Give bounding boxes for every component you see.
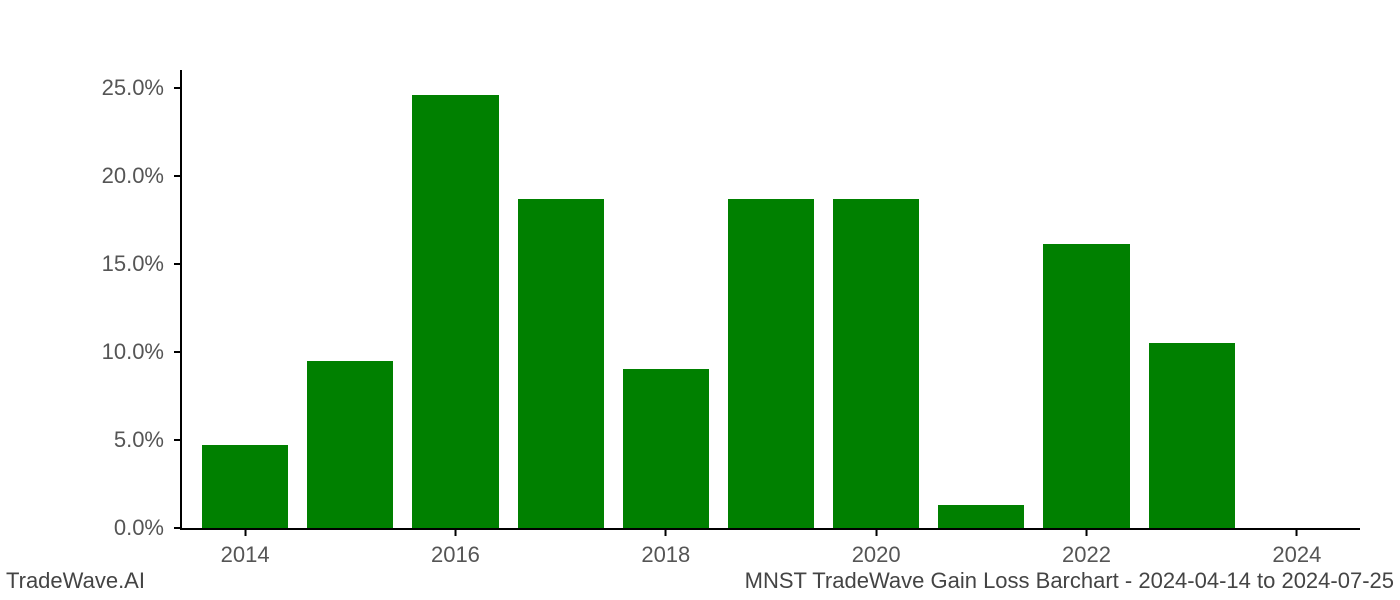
y-tick-mark: [174, 263, 182, 265]
bar: [938, 505, 1024, 528]
x-tick-mark: [1086, 528, 1088, 536]
x-tick-label: 2020: [852, 536, 901, 568]
barchart-plot-area: 0.0%5.0%10.0%15.0%20.0%25.0%201420162018…: [180, 70, 1360, 530]
x-tick-label: 2018: [641, 536, 690, 568]
y-tick: 25.0%: [102, 75, 182, 101]
bar: [518, 199, 604, 528]
x-tick-label: 2022: [1062, 536, 1111, 568]
x-tick: 2016: [431, 528, 480, 568]
x-tick-mark: [244, 528, 246, 536]
bar: [1149, 343, 1235, 528]
x-tick-label: 2016: [431, 536, 480, 568]
x-tick: 2022: [1062, 528, 1111, 568]
x-tick: 2020: [852, 528, 901, 568]
x-tick: 2024: [1272, 528, 1321, 568]
y-tick-label: 20.0%: [102, 163, 168, 189]
bar: [1043, 244, 1129, 528]
x-tick-mark: [875, 528, 877, 536]
x-tick-label: 2014: [221, 536, 270, 568]
bar: [202, 445, 288, 528]
y-tick: 0.0%: [114, 515, 182, 541]
x-tick-label: 2024: [1272, 536, 1321, 568]
footer-right-title: MNST TradeWave Gain Loss Barchart - 2024…: [745, 568, 1394, 594]
bar: [307, 361, 393, 528]
y-tick-label: 0.0%: [114, 515, 168, 541]
x-tick-mark: [1296, 528, 1298, 536]
x-tick: 2014: [221, 528, 270, 568]
x-tick-mark: [454, 528, 456, 536]
y-tick: 10.0%: [102, 339, 182, 365]
y-tick-mark: [174, 87, 182, 89]
y-tick: 5.0%: [114, 427, 182, 453]
y-tick-mark: [174, 439, 182, 441]
bar: [728, 199, 814, 528]
y-tick: 15.0%: [102, 251, 182, 277]
footer-left-brand: TradeWave.AI: [6, 568, 145, 594]
y-tick-label: 5.0%: [114, 427, 168, 453]
y-tick-mark: [174, 527, 182, 529]
x-tick-mark: [665, 528, 667, 536]
y-tick-label: 25.0%: [102, 75, 168, 101]
y-tick: 20.0%: [102, 163, 182, 189]
bar: [623, 369, 709, 528]
bar: [412, 95, 498, 528]
y-tick-label: 15.0%: [102, 251, 168, 277]
y-tick-mark: [174, 351, 182, 353]
y-tick-label: 10.0%: [102, 339, 168, 365]
bar: [833, 199, 919, 528]
y-tick-mark: [174, 175, 182, 177]
x-tick: 2018: [641, 528, 690, 568]
